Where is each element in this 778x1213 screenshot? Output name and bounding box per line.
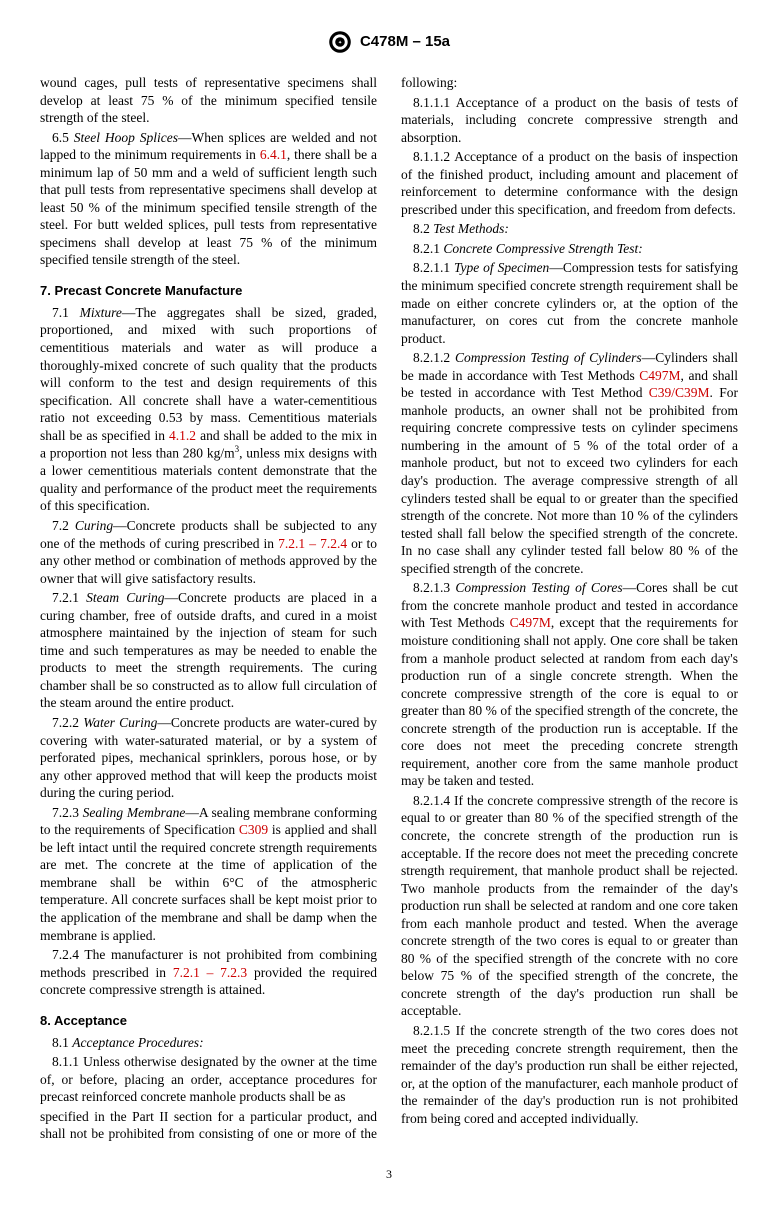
run-in-heading: Acceptance Procedures: [72,1035,203,1050]
para-8-1-1-2: 8.1.1.2 Acceptance of a product on the b… [401,148,738,218]
run-in-heading: Curing [75,518,113,533]
run-in-heading: Steel Hoop Splices [74,130,178,145]
para-8-2-1-4: 8.2.1.4 If the concrete compressive stre… [401,792,738,1020]
para-7-2: 7.2 Curing—Concrete products shall be su… [40,517,377,587]
run-in-heading: Steam Curing [86,590,164,605]
para-7-2-2: 7.2.2 Water Curing—Concrete products are… [40,714,377,802]
para-8-1-1: 8.1.1 Unless otherwise designated by the… [40,1053,377,1106]
para-8-1: 8.1 Acceptance Procedures: [40,1034,377,1052]
ref-7-2-1-7-2-4[interactable]: 7.2.1 – 7.2.4 [278,536,347,551]
section-7-heading: 7. Precast Concrete Manufacture [40,283,377,300]
para-7-2-3: 7.2.3 Sealing Membrane—A sealing membran… [40,804,377,944]
run-in-heading: Compression Testing of Cores [455,580,622,595]
run-in-heading: Concrete Compressive Strength Test: [443,241,642,256]
run-in-heading: Sealing Membrane [83,805,186,820]
ref-7-2-1-7-2-3[interactable]: 7.2.1 – 7.2.3 [173,965,247,980]
run-in-heading: Water Curing [83,715,157,730]
svg-text:✦: ✦ [338,40,342,46]
para-8-2-1-5: 8.2.1.5 If the concrete strength of the … [401,1022,738,1127]
para-6-5: 6.5 Steel Hoop Splices—When splices are … [40,129,377,269]
para-8-1-1-1: 8.1.1.1 Acceptance of a product on the b… [401,94,738,147]
document-header: ✦ C478M – 15a [40,30,738,54]
run-in-heading: Test Methods: [433,221,509,236]
ref-6-4-1[interactable]: 6.4.1 [260,147,287,162]
para-6-4-continued: wound cages, pull tests of representativ… [40,74,377,127]
document-id: C478M – 15a [360,32,450,52]
para-7-2-4: 7.2.4 The manufacturer is not prohibited… [40,946,377,999]
ref-c497m-2[interactable]: C497M [510,615,551,630]
run-in-heading: Compression Testing of Cylinders [455,350,642,365]
run-in-heading: Type of Specimen [454,260,549,275]
ref-4-1-2[interactable]: 4.1.2 [169,428,196,443]
para-8-2-1: 8.2.1 Concrete Compressive Strength Test… [401,240,738,258]
page-number: 3 [40,1167,738,1183]
astm-logo-icon: ✦ [328,30,352,54]
para-8-2-1-3: 8.2.1.3 Compression Testing of Cores—Cor… [401,579,738,790]
ref-c309[interactable]: C309 [239,822,268,837]
para-8-2: 8.2 Test Methods: [401,220,738,238]
para-8-2-1-1: 8.2.1.1 Type of Specimen—Compression tes… [401,259,738,347]
section-8-heading: 8. Acceptance [40,1013,377,1030]
run-in-heading: Mixture [80,305,122,320]
para-7-1: 7.1 Mixture—The aggregates shall be size… [40,304,377,515]
ref-c39-c39m[interactable]: C39/C39M [649,385,710,400]
body-columns: wound cages, pull tests of representativ… [40,74,738,1143]
para-8-2-1-2: 8.2.1.2 Compression Testing of Cylinders… [401,349,738,577]
ref-c497m[interactable]: C497M [639,368,680,383]
para-7-2-1: 7.2.1 Steam Curing—Concrete products are… [40,589,377,712]
